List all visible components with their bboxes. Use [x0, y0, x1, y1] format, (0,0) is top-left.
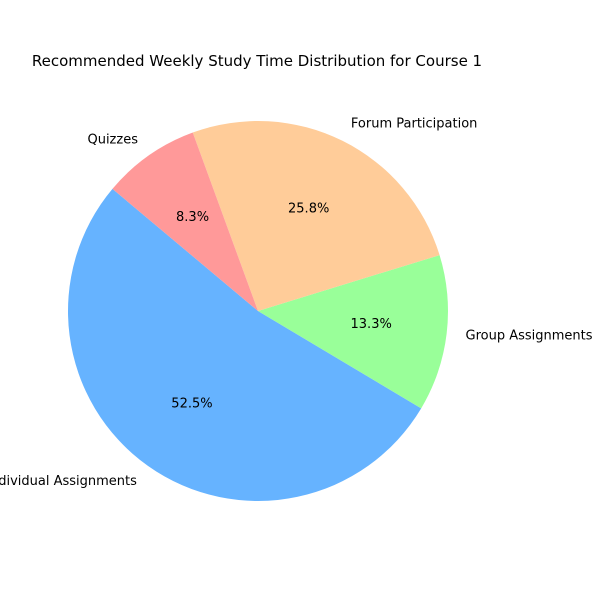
slice-percent-forum-participation: 25.8% — [288, 201, 329, 216]
pie-slices — [67, 120, 449, 502]
pie-slice-individual-assignments — [67, 188, 422, 502]
slice-percent-group-assignments: 13.3% — [351, 317, 392, 332]
slice-label-group-assignments: Group Assignments — [466, 328, 593, 343]
pie-slice-quizzes — [112, 132, 258, 311]
slice-label-quizzes: Quizzes — [87, 132, 138, 147]
slice-label-forum-participation: Forum Participation — [351, 116, 478, 131]
pie-slice-group-assignments — [258, 255, 449, 409]
chart-title: Recommended Weekly Study Time Distributi… — [32, 52, 482, 70]
slice-percent-individual-assignments: 52.5% — [171, 396, 212, 411]
pie-slice-forum-participation — [192, 120, 440, 311]
slice-percent-quizzes: 8.3% — [176, 210, 209, 225]
slice-label-individual-assignments: Individual Assignments — [0, 474, 137, 489]
pie-labels: Individual Assignments 52.5% Group Assignm… — [0, 116, 593, 489]
